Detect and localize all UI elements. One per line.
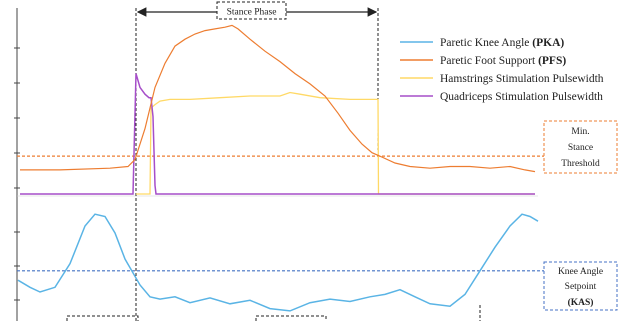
legend-label: Hamstrings Stimulation Pulsewidth <box>440 73 604 85</box>
stance-phase-label-box <box>216 1 287 20</box>
setpoint-label-line-2: Setpoint <box>565 282 597 292</box>
bottom-center-box-fragment <box>255 315 327 321</box>
hamstrings-stimulation-series <box>136 91 535 195</box>
legend: Paretic Knee Angle (PKA) Paretic Foot Sup… <box>400 37 604 103</box>
y-axis-ticks <box>14 47 20 301</box>
bottom-left-box-fragment <box>66 315 139 321</box>
quadriceps-stimulation-series <box>20 73 535 195</box>
threshold-label-line-1: Min. <box>571 127 589 137</box>
setpoint-label-box <box>543 261 618 311</box>
legend-label: Quadriceps Stimulation Pulsewidth <box>440 91 603 103</box>
paretic-foot-support-series <box>20 24 536 173</box>
setpoint-label-line-1: Knee Angle <box>558 267 603 277</box>
threshold-label-box <box>543 120 618 174</box>
legend-label: Paretic Knee Angle (PKA) <box>440 37 564 49</box>
paretic-knee-angle-series <box>17 213 539 312</box>
stance-phase-label: Stance Phase <box>227 8 277 18</box>
legend-label: Paretic Foot Support (PFS) <box>440 55 566 67</box>
threshold-label-line-3: Threshold <box>561 159 600 169</box>
setpoint-label-line-3: (KAS) <box>568 297 594 308</box>
threshold-label-line-2: Stance <box>568 143 593 153</box>
